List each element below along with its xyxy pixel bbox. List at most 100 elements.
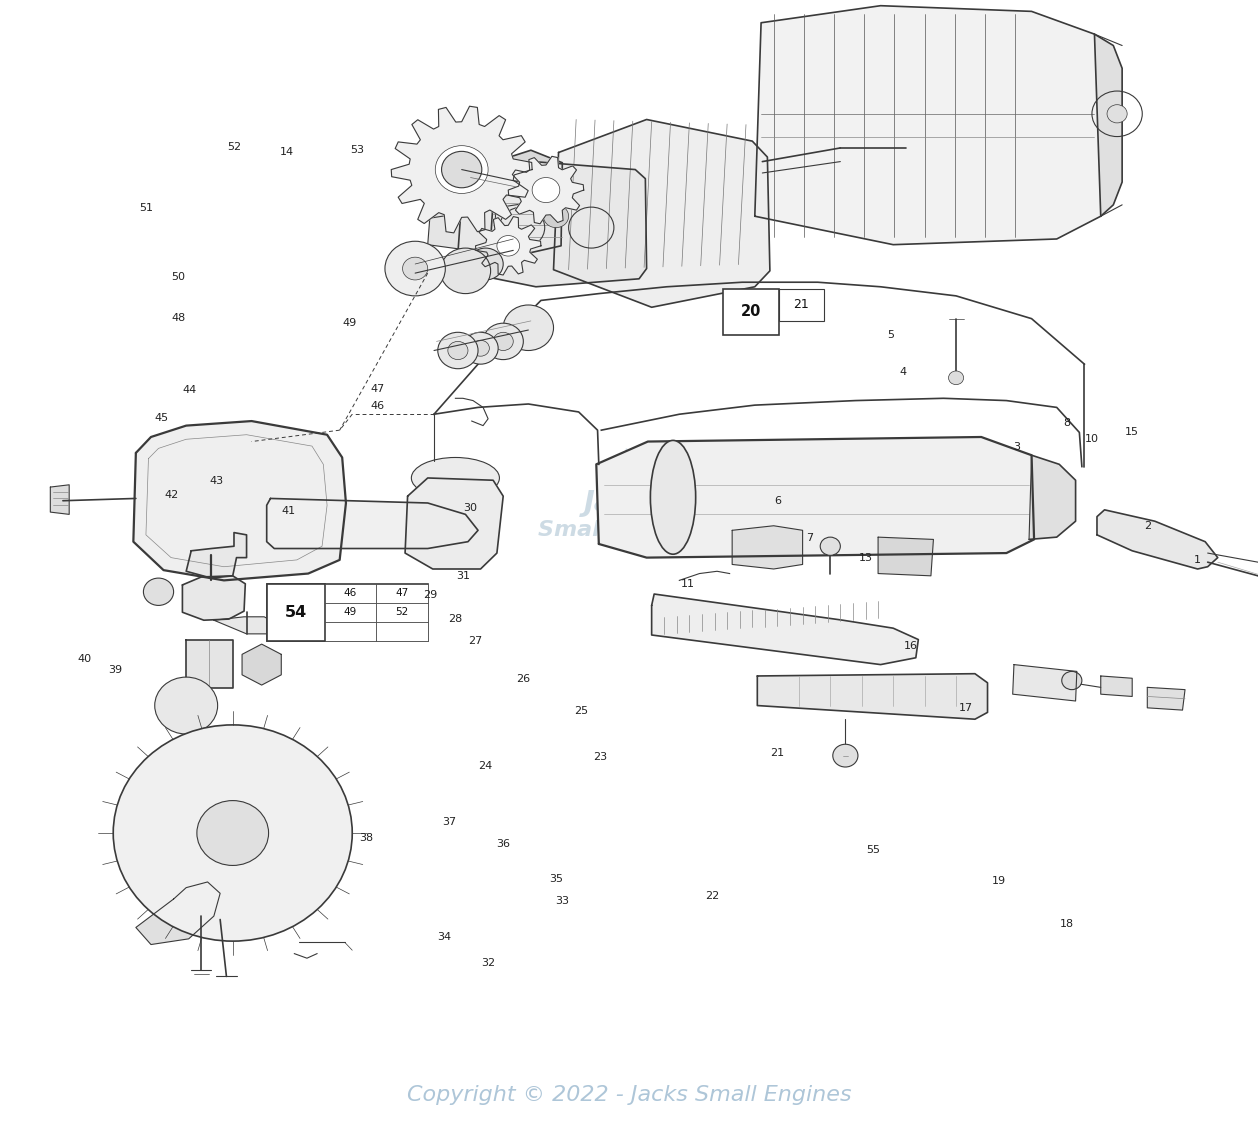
- Polygon shape: [242, 644, 282, 685]
- Text: 47: 47: [370, 385, 385, 394]
- Ellipse shape: [440, 248, 491, 294]
- Ellipse shape: [1062, 671, 1082, 690]
- Ellipse shape: [650, 440, 696, 554]
- Ellipse shape: [503, 305, 554, 351]
- Text: 27: 27: [468, 636, 483, 645]
- Ellipse shape: [403, 257, 428, 280]
- Text: 4: 4: [899, 368, 907, 377]
- Text: 47: 47: [395, 588, 409, 599]
- Polygon shape: [732, 526, 803, 569]
- Polygon shape: [1013, 665, 1077, 701]
- Polygon shape: [554, 119, 770, 307]
- Text: Small Engines: Small Engines: [538, 520, 715, 541]
- Ellipse shape: [833, 744, 858, 767]
- Text: 49: 49: [342, 319, 357, 328]
- Text: 48: 48: [171, 313, 186, 322]
- Polygon shape: [1097, 510, 1218, 569]
- Ellipse shape: [497, 236, 520, 256]
- Text: 3: 3: [1013, 443, 1020, 452]
- Text: 46: 46: [370, 402, 385, 411]
- Polygon shape: [136, 882, 220, 945]
- Text: 29: 29: [423, 591, 438, 600]
- Text: 55: 55: [866, 846, 881, 855]
- Ellipse shape: [442, 151, 482, 188]
- Polygon shape: [186, 533, 247, 578]
- Text: 23: 23: [593, 752, 608, 761]
- Text: 11: 11: [681, 579, 696, 588]
- Bar: [325, 621, 376, 641]
- Ellipse shape: [820, 537, 840, 555]
- Text: 43: 43: [209, 477, 224, 486]
- Bar: [723, 289, 779, 335]
- Ellipse shape: [143, 578, 174, 605]
- Ellipse shape: [448, 341, 468, 360]
- Text: 49: 49: [343, 608, 357, 617]
- Text: 53: 53: [350, 146, 365, 155]
- Text: 54: 54: [284, 604, 307, 620]
- Ellipse shape: [385, 241, 445, 296]
- Polygon shape: [133, 421, 346, 580]
- Polygon shape: [267, 498, 478, 549]
- Polygon shape: [596, 437, 1034, 558]
- Text: 46: 46: [343, 588, 357, 599]
- Polygon shape: [1101, 676, 1132, 696]
- Text: 41: 41: [281, 506, 296, 516]
- Ellipse shape: [483, 323, 523, 360]
- Text: 28: 28: [448, 615, 463, 624]
- Polygon shape: [1094, 34, 1122, 216]
- Ellipse shape: [435, 146, 488, 193]
- Polygon shape: [405, 478, 503, 569]
- Text: 52: 52: [226, 142, 242, 151]
- Polygon shape: [214, 617, 277, 634]
- Bar: [267, 584, 325, 641]
- Text: 34: 34: [437, 932, 452, 941]
- Polygon shape: [614, 448, 644, 484]
- Ellipse shape: [113, 725, 352, 941]
- Text: 6: 6: [774, 496, 781, 505]
- Text: 24: 24: [478, 761, 493, 770]
- Text: 17: 17: [959, 703, 974, 712]
- Ellipse shape: [543, 205, 569, 228]
- Bar: [779, 289, 824, 321]
- Text: 36: 36: [496, 840, 511, 849]
- Text: 25: 25: [574, 707, 589, 716]
- Text: Jacks: Jacks: [584, 489, 669, 517]
- Polygon shape: [1147, 687, 1185, 710]
- Text: 26: 26: [516, 675, 531, 684]
- Ellipse shape: [468, 248, 503, 280]
- Ellipse shape: [411, 457, 499, 498]
- Text: 40: 40: [77, 654, 92, 663]
- Text: 30: 30: [463, 503, 478, 512]
- Text: 21: 21: [770, 749, 785, 758]
- Bar: [325, 603, 376, 621]
- Text: 33: 33: [555, 897, 570, 906]
- Bar: [267, 584, 428, 641]
- Text: 8: 8: [1063, 419, 1071, 428]
- Text: 18: 18: [1059, 920, 1074, 929]
- Text: 37: 37: [442, 817, 457, 826]
- Text: 50: 50: [171, 272, 186, 281]
- Polygon shape: [391, 106, 532, 233]
- Text: 38: 38: [359, 833, 374, 842]
- Text: 20: 20: [741, 304, 761, 320]
- Text: 19: 19: [991, 876, 1006, 885]
- Text: 1: 1: [1194, 555, 1201, 564]
- Polygon shape: [508, 156, 584, 224]
- Text: 51: 51: [138, 204, 153, 213]
- Text: 42: 42: [164, 490, 179, 500]
- Text: 16: 16: [903, 642, 918, 651]
- Text: 31: 31: [455, 571, 470, 580]
- Text: 13: 13: [858, 553, 873, 562]
- Ellipse shape: [196, 801, 269, 865]
- Text: 10: 10: [1084, 435, 1099, 444]
- Text: Copyright © 2022 - Jacks Small Engines: Copyright © 2022 - Jacks Small Engines: [406, 1085, 852, 1105]
- Text: 39: 39: [108, 666, 123, 675]
- Text: 7: 7: [806, 534, 814, 543]
- Text: 45: 45: [153, 413, 169, 422]
- Bar: [376, 603, 428, 621]
- Text: 14: 14: [279, 148, 294, 157]
- Text: 52: 52: [395, 608, 409, 617]
- Text: 21: 21: [794, 298, 809, 312]
- Text: 5: 5: [887, 330, 894, 339]
- Polygon shape: [428, 164, 497, 254]
